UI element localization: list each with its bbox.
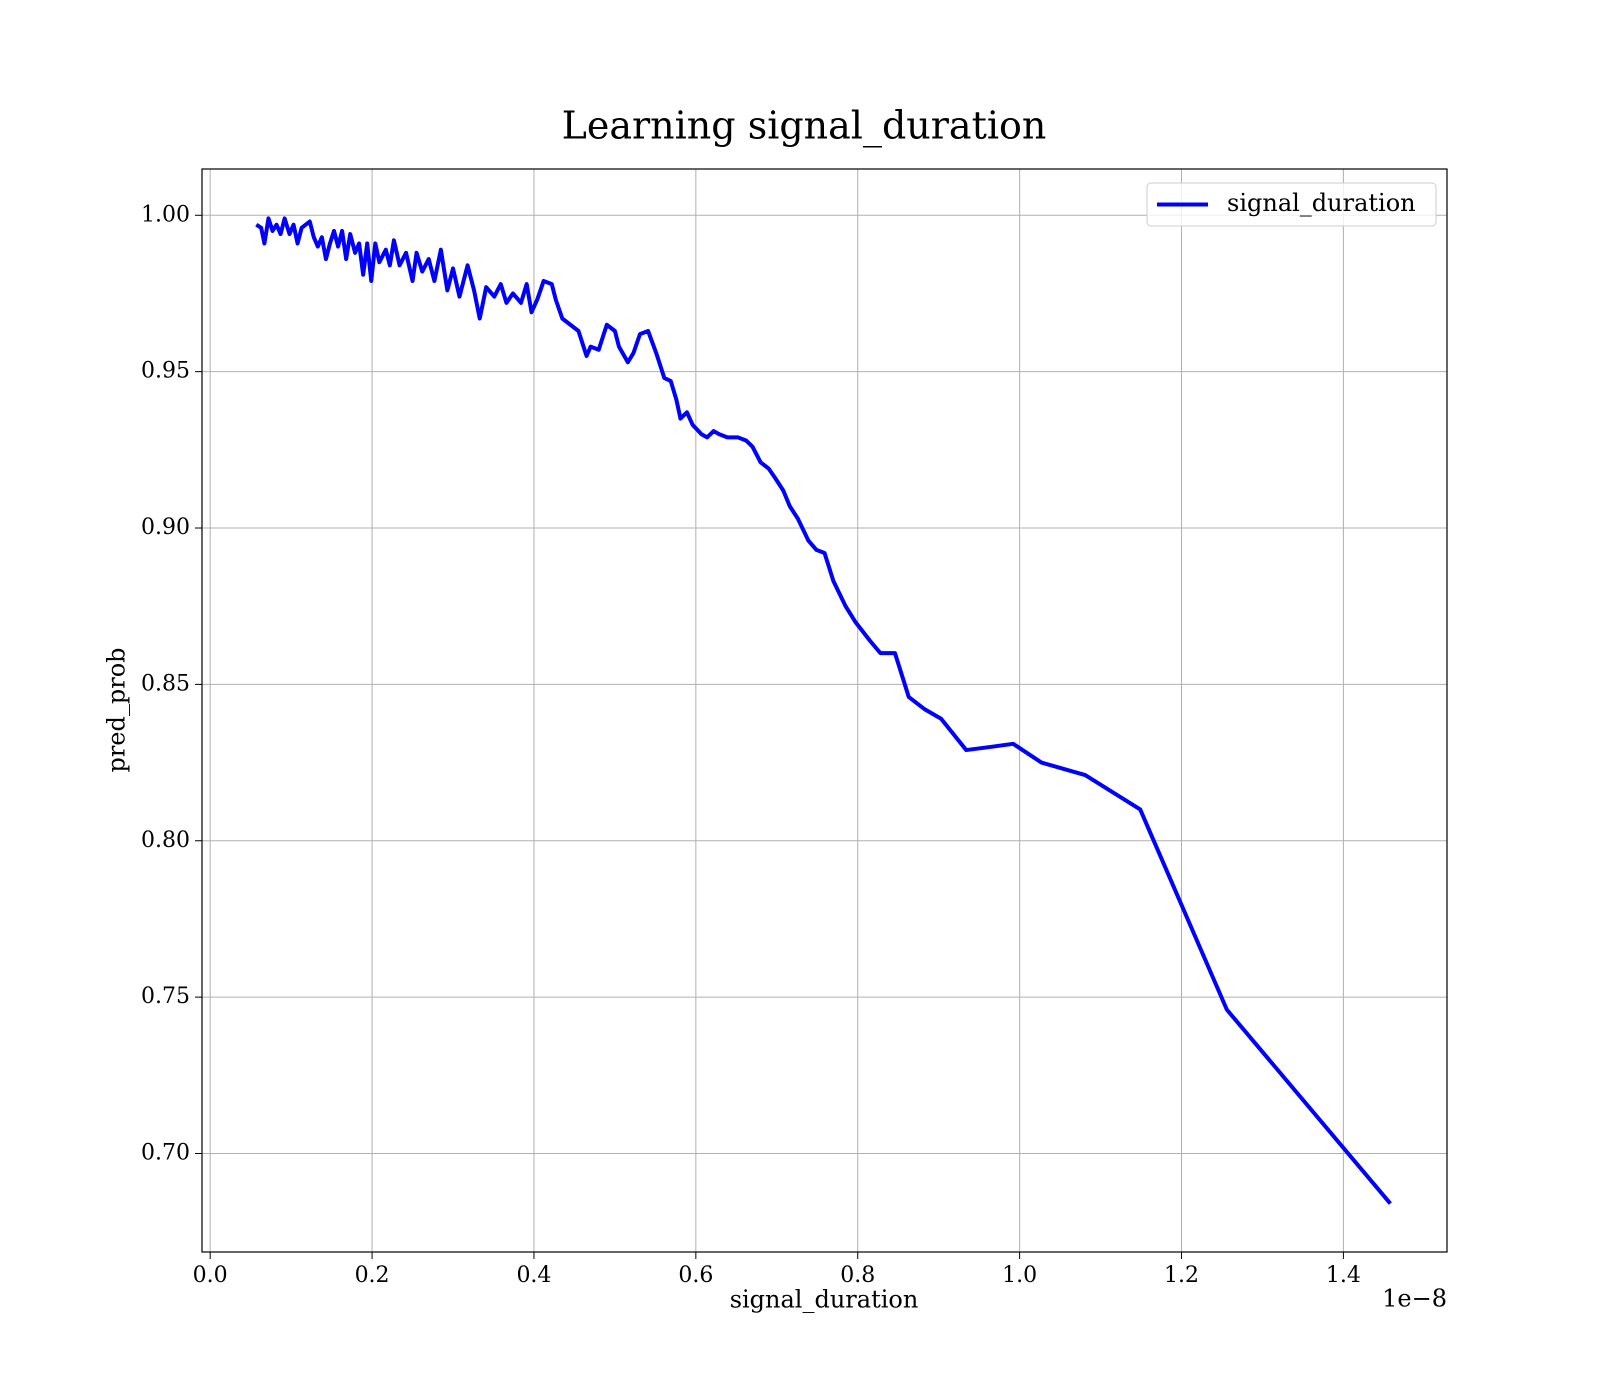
legend-box (1146, 182, 1437, 227)
y-tick-label: 0.70 (141, 1140, 190, 1165)
legend-label: signal_duration (1227, 189, 1416, 217)
x-tick-label: 1.0 (1002, 1263, 1037, 1288)
x-axis-label: signal_duration (730, 1286, 919, 1314)
y-tick-label: 0.85 (141, 671, 190, 696)
x-tick-label: 0.2 (355, 1263, 390, 1288)
y-tick-label: 1.00 (141, 202, 190, 227)
x-tick-label: 0.6 (678, 1263, 713, 1288)
data-line (255, 216, 1392, 1205)
chart-title: Learning signal_duration (562, 104, 1047, 149)
x-offset-label: 1e−8 (1382, 1285, 1447, 1313)
x-tick-label: 0.8 (840, 1263, 875, 1288)
x-tick-label: 1.2 (1164, 1263, 1199, 1288)
x-tick-label: 1.4 (1326, 1263, 1361, 1288)
y-tick-label: 0.95 (141, 359, 190, 384)
y-tick-label: 0.80 (141, 828, 190, 853)
x-tick-label: 0.4 (516, 1263, 551, 1288)
x-tick-label: 0.0 (193, 1263, 228, 1288)
plot-frame (201, 168, 1448, 1253)
y-tick-label: 0.90 (141, 515, 190, 540)
y-tick-label: 0.75 (141, 984, 190, 1009)
y-axis-label: pred_prob (103, 647, 131, 772)
